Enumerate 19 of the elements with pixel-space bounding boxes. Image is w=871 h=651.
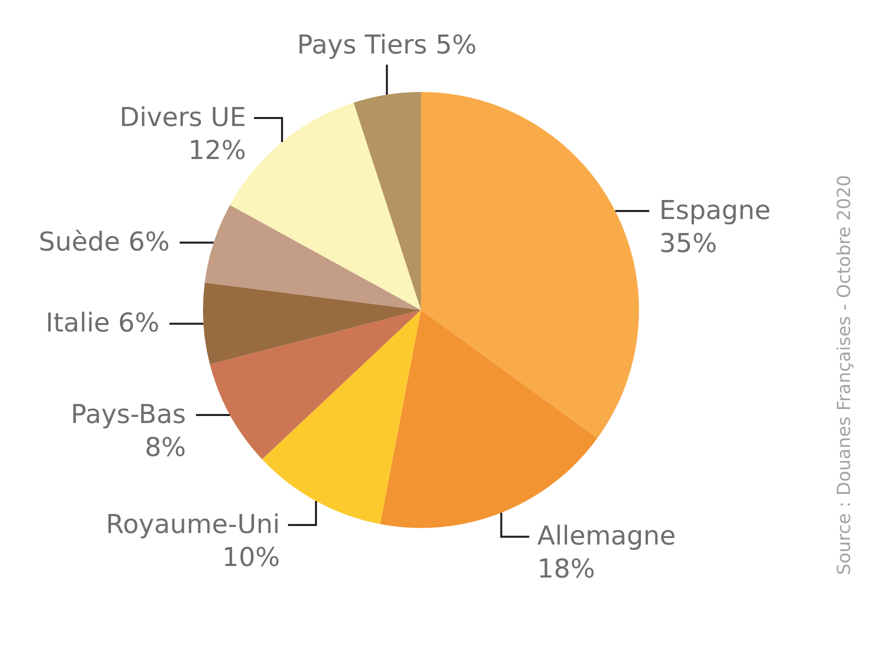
pie-slice xyxy=(354,92,421,310)
slice-label: Allemagne xyxy=(537,522,676,552)
slice-label: Italie 6% xyxy=(46,308,160,339)
source-note: Source : Douanes Françaises - Octobre 2020 xyxy=(834,175,855,575)
pie-slice xyxy=(210,310,421,460)
slice-label: Divers UE xyxy=(119,103,246,134)
slice-label: Suède 6% xyxy=(38,228,170,258)
data-label: 8% xyxy=(144,433,186,464)
data-label: 10% xyxy=(222,543,280,574)
slice-label: Pays-Bas xyxy=(70,400,186,430)
data-label: 35% xyxy=(659,229,718,260)
slice-label: Espagne xyxy=(659,196,771,226)
pie-slice xyxy=(203,282,421,364)
slice-label: Royaume-Uni xyxy=(106,510,280,540)
pie-slice xyxy=(421,92,639,438)
data-label: 18% xyxy=(537,554,596,585)
pie-slice xyxy=(204,204,421,310)
slice-label: Pays Tiers 5% xyxy=(297,30,477,61)
data-label: 12% xyxy=(188,136,246,166)
